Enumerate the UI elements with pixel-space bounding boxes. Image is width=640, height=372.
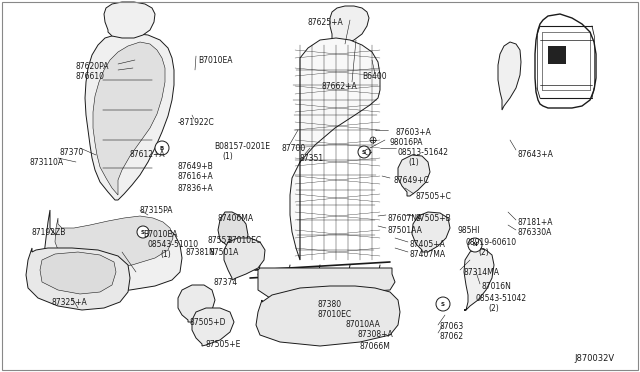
Polygon shape xyxy=(398,155,430,196)
Text: 98016PA: 98016PA xyxy=(390,138,424,147)
Text: 87374: 87374 xyxy=(213,278,237,287)
Circle shape xyxy=(155,141,169,155)
Polygon shape xyxy=(55,216,173,268)
Text: 87505+B: 87505+B xyxy=(415,214,451,223)
Text: -871922C: -871922C xyxy=(178,118,215,127)
Text: 985HI: 985HI xyxy=(458,226,481,235)
Text: 08543-51010: 08543-51010 xyxy=(148,240,199,249)
Text: 87325+A: 87325+A xyxy=(52,298,88,307)
Text: B7010EA: B7010EA xyxy=(143,230,177,239)
Text: 87381N: 87381N xyxy=(185,248,215,257)
Text: 87405+A: 87405+A xyxy=(410,240,446,249)
Text: 87181+A: 87181+A xyxy=(518,218,554,227)
Polygon shape xyxy=(44,210,182,292)
Polygon shape xyxy=(93,42,165,195)
Polygon shape xyxy=(256,286,400,346)
Text: 87603+A: 87603+A xyxy=(395,128,431,137)
Text: 873110A: 873110A xyxy=(30,158,64,167)
Text: 87505+C: 87505+C xyxy=(415,192,451,201)
Text: 87380: 87380 xyxy=(318,300,342,309)
Text: 08513-51642: 08513-51642 xyxy=(398,148,449,157)
Circle shape xyxy=(358,146,370,158)
Text: 87662+A: 87662+A xyxy=(322,82,358,91)
Circle shape xyxy=(436,297,450,311)
Text: 87010EC: 87010EC xyxy=(228,236,262,245)
Text: 87553: 87553 xyxy=(208,236,232,245)
Circle shape xyxy=(137,226,149,238)
Text: (1): (1) xyxy=(160,250,171,259)
Text: 87351: 87351 xyxy=(300,154,324,163)
Text: B: B xyxy=(160,145,164,151)
Text: 87649+B: 87649+B xyxy=(178,162,214,171)
Text: 08543-51042: 08543-51042 xyxy=(476,294,527,303)
Text: 87315PA: 87315PA xyxy=(140,206,173,215)
Text: 87308+A: 87308+A xyxy=(358,330,394,339)
Text: (1): (1) xyxy=(222,152,233,161)
Polygon shape xyxy=(464,248,494,310)
Polygon shape xyxy=(412,212,450,252)
Text: 87314MA: 87314MA xyxy=(463,268,499,277)
Text: 87063: 87063 xyxy=(440,322,464,331)
Text: 87643+A: 87643+A xyxy=(518,150,554,159)
Text: 87836+A: 87836+A xyxy=(178,184,214,193)
Text: 87062: 87062 xyxy=(440,332,464,341)
Text: 87370: 87370 xyxy=(60,148,84,157)
Text: 876610: 876610 xyxy=(75,72,104,81)
Text: 87016N: 87016N xyxy=(482,282,512,291)
Text: 87620PA: 87620PA xyxy=(75,62,109,71)
Polygon shape xyxy=(104,2,155,38)
Polygon shape xyxy=(535,14,596,108)
Text: B08157-0201E: B08157-0201E xyxy=(214,142,270,151)
Polygon shape xyxy=(290,38,380,260)
Text: 876330A: 876330A xyxy=(518,228,552,237)
Text: 87607NA: 87607NA xyxy=(388,214,423,223)
Text: S: S xyxy=(362,150,366,154)
Polygon shape xyxy=(178,285,215,322)
Text: 87649+C: 87649+C xyxy=(393,176,429,185)
Text: B7010EA: B7010EA xyxy=(198,56,232,65)
Text: 87010AA: 87010AA xyxy=(345,320,380,329)
Polygon shape xyxy=(498,42,521,110)
Polygon shape xyxy=(192,308,234,346)
Text: 87616+A: 87616+A xyxy=(178,172,214,181)
Text: 87505+D: 87505+D xyxy=(190,318,227,327)
Text: (2): (2) xyxy=(478,248,489,257)
Text: 87505+E: 87505+E xyxy=(205,340,241,349)
Text: S: S xyxy=(141,230,145,234)
Text: (2): (2) xyxy=(488,304,499,313)
Text: 87700: 87700 xyxy=(282,144,307,153)
Bar xyxy=(548,46,566,64)
Circle shape xyxy=(468,238,482,252)
Text: 87010EC: 87010EC xyxy=(318,310,352,319)
Text: 87066M: 87066M xyxy=(360,342,391,351)
Polygon shape xyxy=(218,212,248,248)
Polygon shape xyxy=(330,6,369,44)
Text: 87501A: 87501A xyxy=(210,248,239,257)
Text: 87407MA: 87407MA xyxy=(410,250,446,259)
Polygon shape xyxy=(85,33,174,200)
Text: 08919-60610: 08919-60610 xyxy=(466,238,517,247)
Text: S: S xyxy=(441,301,445,307)
Text: 87612+A: 87612+A xyxy=(130,150,166,159)
Text: 87192ZB: 87192ZB xyxy=(32,228,67,237)
Text: (1): (1) xyxy=(408,158,419,167)
Text: B6400: B6400 xyxy=(362,72,387,81)
Text: 87406MA: 87406MA xyxy=(218,214,254,223)
Text: N: N xyxy=(473,243,477,247)
Polygon shape xyxy=(40,252,116,294)
Polygon shape xyxy=(26,248,130,310)
Polygon shape xyxy=(258,268,395,298)
Text: J870032V: J870032V xyxy=(574,354,614,363)
Polygon shape xyxy=(224,238,265,280)
Text: 87501AA: 87501AA xyxy=(388,226,423,235)
Text: 87625+A: 87625+A xyxy=(308,18,344,27)
